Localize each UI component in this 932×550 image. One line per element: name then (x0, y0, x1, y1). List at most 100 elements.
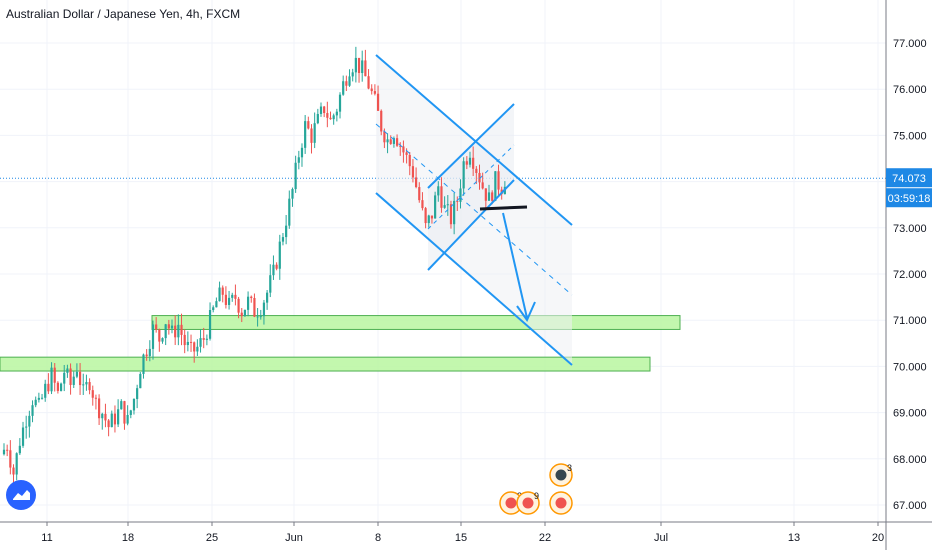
candle-body (59, 383, 63, 391)
candle-body (139, 373, 142, 389)
y-tick-label: 75.000 (893, 130, 927, 142)
candle-body (221, 287, 224, 295)
x-tick-label: 13 (788, 532, 800, 544)
event-badge-top-count: 3 (567, 463, 572, 473)
candle-body (462, 161, 465, 189)
candle-body (437, 186, 440, 196)
x-tick-label: Jun (285, 532, 303, 544)
candle-body (31, 405, 34, 416)
candle-body (297, 157, 300, 163)
candle-body (237, 298, 240, 313)
candle-body (411, 166, 415, 178)
candle-body (307, 121, 310, 129)
candle-body (313, 123, 316, 143)
candle-body (227, 297, 231, 305)
x-tick-label: Jul (654, 532, 668, 544)
candle-body (332, 115, 335, 120)
price-axis: 77.00076.00075.00074.00073.00072.00071.0… (885, 0, 932, 550)
candle-body (395, 138, 399, 146)
horizontal-marker-line (479, 205, 528, 211)
candle-body (383, 131, 386, 143)
candle-body (212, 307, 215, 311)
candle-body (53, 367, 56, 383)
candle-body (167, 324, 170, 329)
candle-body (300, 147, 304, 158)
candle-body (98, 398, 101, 419)
y-tick-label: 72.000 (893, 269, 927, 281)
candle-body (177, 324, 180, 338)
y-tick-label: 67.000 (893, 500, 927, 512)
candle-body (370, 88, 373, 92)
candle-body (342, 81, 345, 95)
candle-body (418, 187, 421, 201)
candle-body (151, 324, 155, 349)
candle-body (208, 310, 212, 339)
candle-body (246, 296, 250, 310)
target-arrow-head (516, 301, 536, 323)
candle-body (231, 294, 234, 298)
candle-body (430, 215, 434, 219)
x-tick-label: 15 (455, 532, 467, 544)
candle-body (497, 171, 500, 190)
support-zones (0, 315, 681, 372)
candle-body (294, 162, 297, 190)
candle-body (117, 409, 120, 425)
x-tick-label: 22 (539, 532, 551, 544)
y-tick-label: 70.000 (893, 361, 927, 373)
candle-body (272, 264, 275, 276)
candle-body (275, 264, 278, 269)
candle-body (101, 413, 104, 419)
candle-body (148, 348, 151, 357)
candle-body (199, 338, 202, 347)
candle-body (475, 168, 478, 173)
candle-body (47, 383, 50, 392)
candle-body (110, 413, 113, 428)
candle-body (484, 188, 487, 201)
y-tick-label: 68.000 (893, 454, 927, 466)
candle-body (94, 397, 98, 399)
flag-upper-line (427, 103, 515, 189)
x-tick-label: 20 (872, 532, 884, 544)
candle-body (234, 294, 237, 299)
candle-body (373, 91, 376, 94)
y-tick-label: 73.000 (893, 223, 927, 235)
candle-body (9, 450, 12, 468)
candle-body (215, 301, 218, 308)
support-zone (0, 356, 651, 372)
x-tick-label: 25 (206, 532, 218, 544)
candle-body (367, 76, 370, 89)
y-tick-label: 76.000 (893, 84, 927, 96)
candle-body (478, 172, 481, 183)
chart-title: Australian Dollar / Japanese Yen, 4h, FX… (6, 7, 241, 21)
candle-body (459, 188, 462, 202)
candle-body (155, 324, 158, 330)
candle-body (468, 157, 472, 165)
candle-body (424, 208, 427, 224)
y-tick-label: 69.000 (893, 408, 927, 420)
candle-body (12, 467, 15, 475)
event-badge-right-icon (555, 497, 567, 509)
candle-body (491, 192, 494, 201)
event-badge-mid-count: 9 (534, 491, 539, 501)
candle-body (196, 346, 199, 352)
candle-body (345, 81, 348, 86)
candle-body (21, 427, 25, 446)
candle-body (259, 316, 262, 318)
candle-body (253, 298, 256, 317)
candle-body (427, 215, 430, 224)
candle-body (170, 325, 174, 329)
channel-lower-line (375, 192, 573, 366)
candle-body (250, 296, 253, 299)
candle-body (104, 413, 107, 421)
candle-body (123, 401, 126, 424)
event-markers: 339 (499, 463, 573, 515)
candle-body (364, 60, 367, 77)
candle-body (91, 390, 94, 398)
candle-body (15, 453, 18, 475)
candle-body (386, 139, 389, 143)
countdown-label: 03:59:18 (888, 193, 931, 205)
flag-lower-line (427, 179, 515, 271)
tradingview-logo-icon[interactable] (6, 480, 36, 510)
candle-body (243, 309, 247, 317)
